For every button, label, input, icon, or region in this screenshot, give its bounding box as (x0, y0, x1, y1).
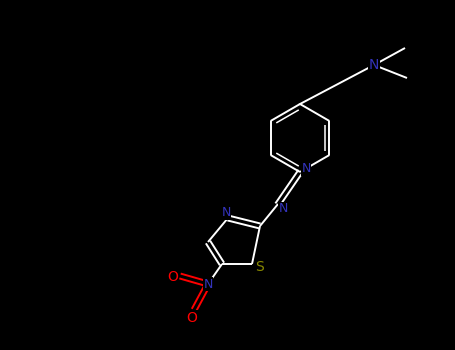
Text: N: N (203, 278, 212, 290)
Text: N: N (369, 58, 379, 72)
Text: S: S (256, 260, 264, 274)
Text: O: O (187, 311, 197, 325)
Text: N: N (278, 203, 288, 216)
Text: O: O (167, 270, 178, 284)
Text: N: N (221, 206, 231, 219)
Text: N: N (301, 162, 311, 175)
